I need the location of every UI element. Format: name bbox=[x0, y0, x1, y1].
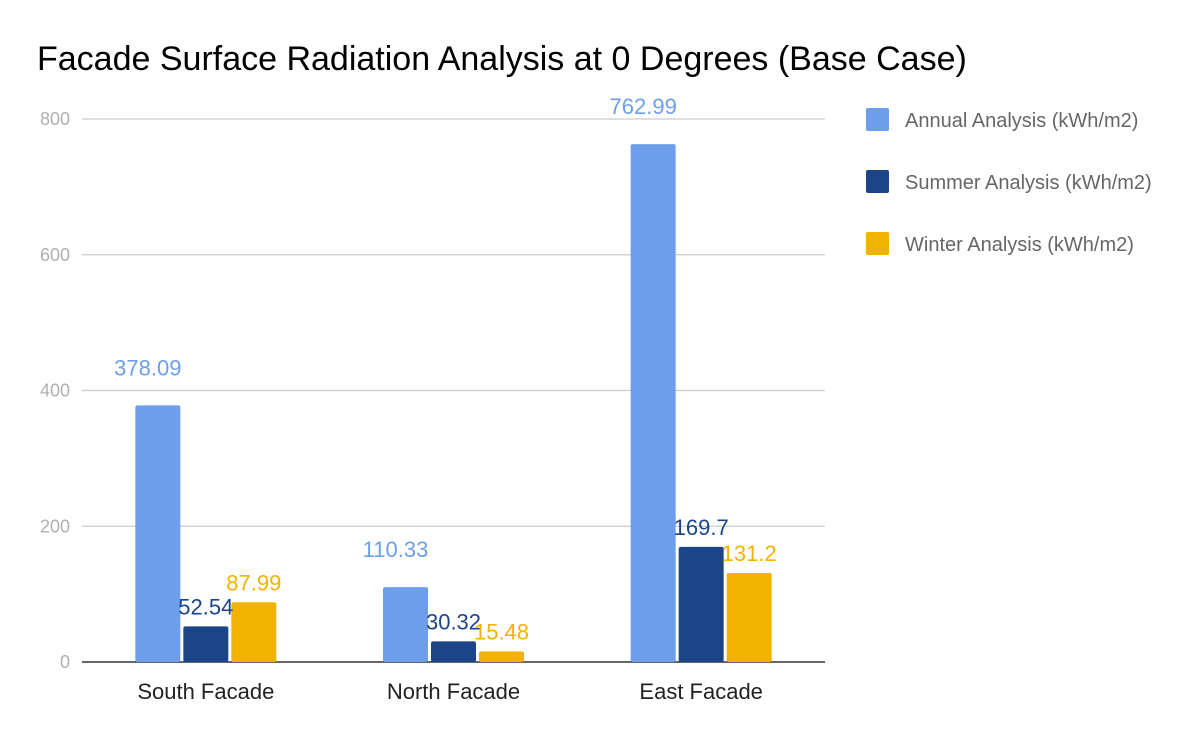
chart-title: Facade Surface Radiation Analysis at 0 D… bbox=[37, 40, 967, 78]
x-tick-label: East Facade bbox=[639, 679, 763, 704]
bar bbox=[231, 602, 277, 662]
bar bbox=[383, 587, 428, 662]
data-label: 169.7 bbox=[674, 515, 729, 540]
data-label: 52.54 bbox=[178, 594, 233, 619]
x-tick-label: South Facade bbox=[137, 679, 274, 704]
bar bbox=[431, 641, 476, 662]
bar bbox=[135, 405, 181, 662]
x-axis-ticks: South Facade North Facade East Facade bbox=[137, 679, 763, 704]
y-axis-ticks: 0 200 400 600 800 bbox=[40, 109, 70, 672]
y-tick-label: 0 bbox=[60, 652, 70, 672]
bar bbox=[630, 144, 676, 662]
legend-label: Winter Analysis (kWh/m2) bbox=[905, 234, 1134, 256]
data-label: 762.99 bbox=[610, 94, 677, 119]
data-label: 30.32 bbox=[426, 609, 481, 634]
legend-label: Annual Analysis (kWh/m2) bbox=[905, 110, 1138, 132]
data-label: 15.48 bbox=[474, 619, 529, 644]
legend-label: Summer Analysis (kWh/m2) bbox=[905, 172, 1152, 194]
bar bbox=[479, 651, 524, 662]
legend-swatch bbox=[866, 170, 889, 193]
y-tick-label: 600 bbox=[40, 245, 70, 265]
bar bbox=[726, 572, 772, 662]
legend-swatch bbox=[866, 108, 889, 131]
data-label: 131.2 bbox=[722, 541, 777, 566]
data-label: 110.33 bbox=[363, 537, 429, 562]
data-label: 378.09 bbox=[114, 355, 181, 380]
legend-swatch bbox=[866, 232, 889, 255]
legend: Annual Analysis (kWh/m2) Summer Analysis … bbox=[866, 108, 1152, 256]
y-tick-label: 800 bbox=[40, 109, 70, 129]
x-tick-label: North Facade bbox=[387, 679, 520, 704]
y-tick-label: 400 bbox=[40, 381, 70, 401]
data-label: 87.99 bbox=[226, 570, 281, 595]
bar bbox=[678, 546, 724, 662]
y-tick-label: 200 bbox=[40, 516, 70, 536]
bars bbox=[135, 144, 772, 662]
bar bbox=[183, 626, 229, 662]
